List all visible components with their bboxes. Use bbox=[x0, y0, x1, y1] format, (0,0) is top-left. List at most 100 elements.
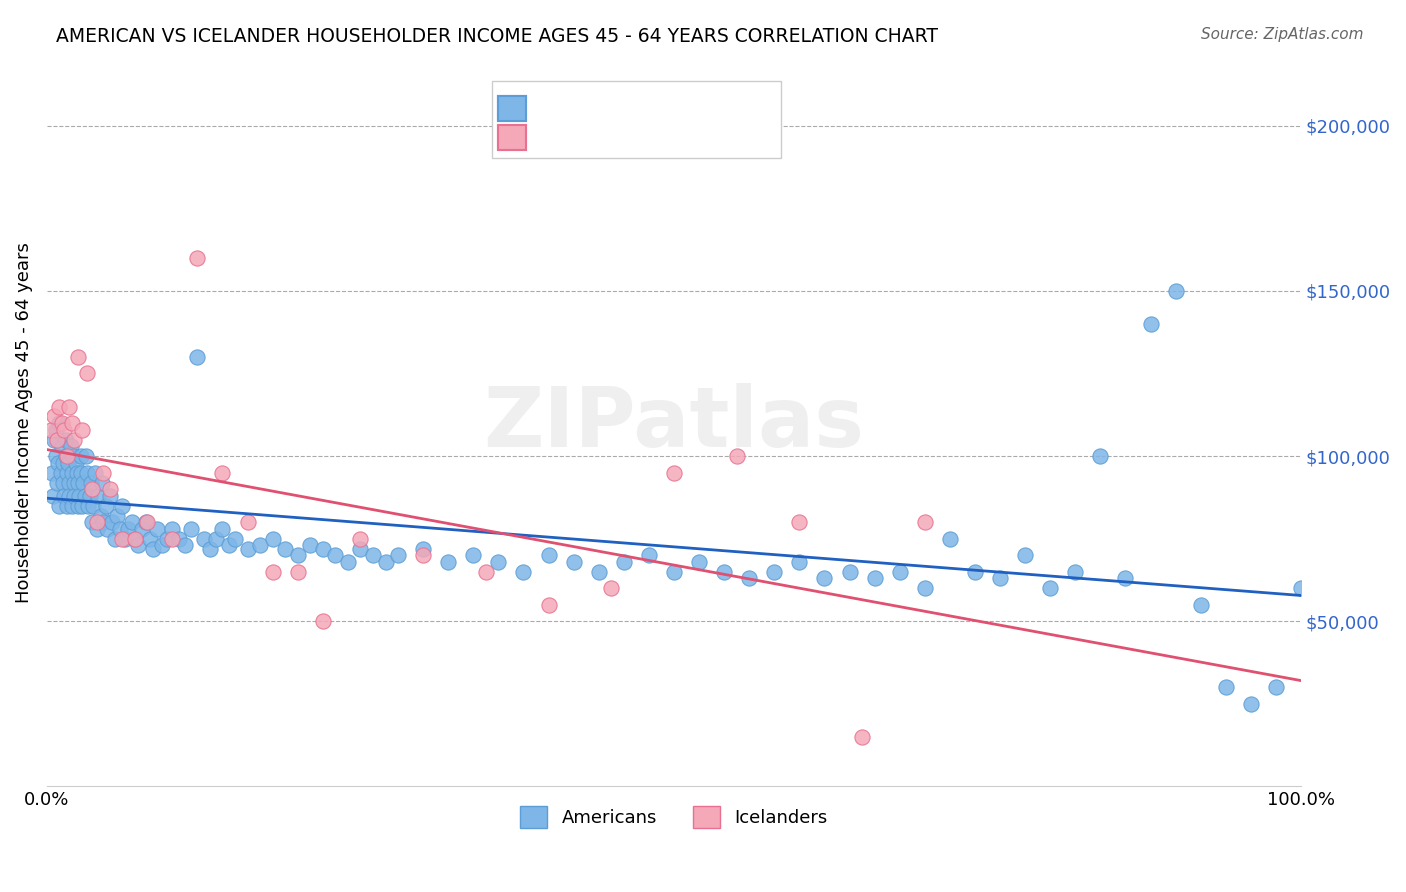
Point bbox=[56, 499, 79, 513]
Point bbox=[117, 522, 139, 536]
Point bbox=[475, 565, 498, 579]
Point bbox=[60, 416, 83, 430]
Point bbox=[69, 489, 91, 503]
Point bbox=[49, 466, 72, 480]
Point bbox=[82, 499, 104, 513]
Text: -0.275: -0.275 bbox=[533, 111, 591, 128]
Point bbox=[325, 548, 347, 562]
Point bbox=[1114, 571, 1136, 585]
Point bbox=[70, 499, 93, 513]
Point bbox=[162, 532, 184, 546]
Point bbox=[193, 532, 215, 546]
Point bbox=[789, 515, 811, 529]
Point bbox=[98, 489, 121, 503]
Point bbox=[236, 515, 259, 529]
Point bbox=[42, 489, 65, 503]
Point bbox=[437, 555, 460, 569]
Point bbox=[173, 538, 195, 552]
FancyBboxPatch shape bbox=[498, 96, 526, 121]
Point bbox=[80, 515, 103, 529]
Point bbox=[70, 423, 93, 437]
Point bbox=[186, 251, 208, 265]
Point bbox=[53, 489, 76, 503]
Point bbox=[69, 466, 91, 480]
Point bbox=[87, 489, 110, 503]
Point bbox=[45, 423, 67, 437]
Point bbox=[86, 515, 108, 529]
Text: ZIPatlas: ZIPatlas bbox=[484, 383, 865, 464]
Point bbox=[41, 466, 63, 480]
Point bbox=[58, 475, 80, 490]
Point bbox=[713, 565, 735, 579]
Point bbox=[1014, 548, 1036, 562]
Point bbox=[180, 522, 202, 536]
Point bbox=[136, 515, 159, 529]
Point bbox=[66, 466, 89, 480]
Point bbox=[150, 538, 173, 552]
Point bbox=[813, 571, 835, 585]
Point bbox=[336, 555, 359, 569]
Point bbox=[156, 532, 179, 546]
Point bbox=[963, 565, 986, 579]
Point bbox=[349, 532, 371, 546]
Point bbox=[387, 548, 409, 562]
Point bbox=[111, 532, 134, 546]
Point bbox=[463, 548, 485, 562]
Point bbox=[56, 466, 79, 480]
Point bbox=[412, 548, 434, 562]
Point bbox=[75, 449, 97, 463]
Point bbox=[162, 522, 184, 536]
Point bbox=[46, 456, 69, 470]
Point bbox=[1039, 581, 1062, 595]
Point bbox=[63, 489, 86, 503]
Point bbox=[48, 400, 70, 414]
Point bbox=[77, 499, 100, 513]
Point bbox=[889, 565, 911, 579]
Point bbox=[262, 565, 284, 579]
Point bbox=[142, 541, 165, 556]
Point bbox=[287, 565, 309, 579]
Point bbox=[65, 456, 87, 470]
Point bbox=[55, 433, 77, 447]
Point bbox=[789, 555, 811, 569]
Point bbox=[1139, 317, 1161, 331]
Point bbox=[1240, 697, 1263, 711]
Point bbox=[988, 571, 1011, 585]
Point bbox=[198, 541, 221, 556]
Point bbox=[79, 489, 101, 503]
Point bbox=[124, 532, 146, 546]
Point bbox=[662, 466, 685, 480]
Point bbox=[312, 541, 335, 556]
Point bbox=[67, 475, 90, 490]
Point bbox=[224, 532, 246, 546]
Point bbox=[236, 541, 259, 556]
Point bbox=[662, 565, 685, 579]
Point bbox=[39, 423, 62, 437]
Point bbox=[851, 730, 873, 744]
Point bbox=[111, 499, 134, 513]
Point bbox=[249, 538, 271, 552]
Text: Source: ZipAtlas.com: Source: ZipAtlas.com bbox=[1201, 27, 1364, 42]
Point bbox=[186, 350, 208, 364]
Point bbox=[58, 456, 80, 470]
Point bbox=[101, 515, 124, 529]
Point bbox=[537, 548, 560, 562]
Point bbox=[80, 482, 103, 496]
Point bbox=[287, 548, 309, 562]
Point bbox=[72, 475, 94, 490]
Text: 0.000: 0.000 bbox=[533, 139, 583, 158]
FancyBboxPatch shape bbox=[492, 81, 780, 158]
Point bbox=[59, 439, 82, 453]
Point bbox=[80, 475, 103, 490]
FancyBboxPatch shape bbox=[498, 125, 526, 151]
Point bbox=[939, 532, 962, 546]
Point bbox=[262, 532, 284, 546]
Point bbox=[48, 416, 70, 430]
Point bbox=[67, 499, 90, 513]
Point bbox=[131, 522, 153, 536]
Point bbox=[105, 508, 128, 523]
Point bbox=[1164, 284, 1187, 298]
Point bbox=[1264, 681, 1286, 695]
Point bbox=[63, 433, 86, 447]
Point bbox=[1289, 581, 1312, 595]
